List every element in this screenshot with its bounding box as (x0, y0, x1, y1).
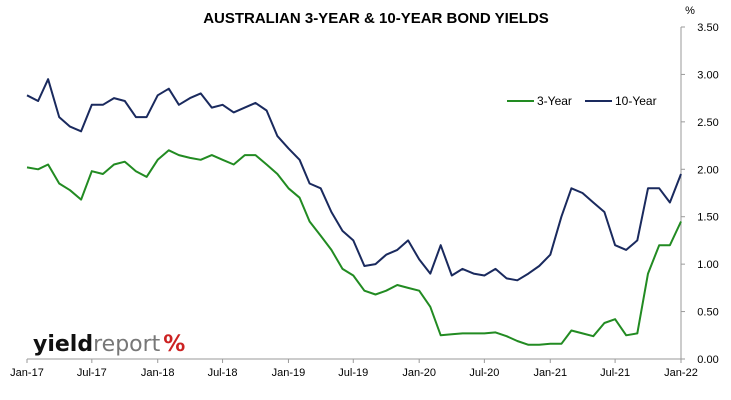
y-tick-label: 2.50 (697, 117, 718, 129)
series-line-3yr (26, 149, 682, 346)
y-tick-label: 0.50 (697, 307, 718, 319)
x-tick-label: Jan-20 (402, 367, 436, 379)
x-tick-label: Jan-18 (141, 367, 175, 379)
logo-text: yieldreport% (33, 332, 185, 357)
x-tick-label: Jan-19 (272, 367, 306, 379)
legend-label-3yr: 3-Year (537, 94, 572, 108)
y-tick-label: 2.00 (697, 164, 718, 176)
x-tick-label: Jan-17 (10, 367, 44, 379)
y-tick-label: 1.00 (697, 259, 718, 271)
logo-percent: % (163, 332, 185, 357)
y-tick-label: 0.00 (697, 354, 718, 366)
legend: 3-Year 10-Year (507, 94, 657, 108)
logo-yield: yield (33, 332, 93, 357)
series-lines (26, 78, 682, 346)
x-tick-label: Jan-21 (533, 367, 567, 379)
x-tick-label: Jul-18 (208, 367, 238, 379)
x-tick-label: Jul-17 (77, 367, 107, 379)
x-tick-label: Jul-21 (600, 367, 630, 379)
y-tick-label: 3.50 (697, 22, 718, 34)
x-ticks: Jan-17 Jul-17 Jan-18 Jul-18 Jan-19 Jul-19 Jan-… (10, 359, 698, 379)
y-tick-label: 1.50 (697, 212, 718, 224)
legend-label-10yr: 10-Year (615, 94, 657, 108)
series-line-10yr (26, 78, 682, 282)
chart-title: AUSTRALIAN 3-YEAR & 10-YEAR BOND YIELDS (203, 10, 549, 27)
x-tick-label: Jul-20 (469, 367, 499, 379)
y-unit-label: % (685, 5, 695, 17)
y-ticks: 0.00 0.50 1.00 1.50 2.00 2.50 3.00 3.50 (681, 22, 719, 366)
x-tick-label: Jan-22 (664, 367, 698, 379)
y-tick-label: 3.00 (697, 69, 718, 81)
logo-report: report (93, 332, 161, 357)
yieldreport-logo: yieldreport% (33, 332, 185, 357)
x-tick-label: Jul-19 (338, 367, 368, 379)
